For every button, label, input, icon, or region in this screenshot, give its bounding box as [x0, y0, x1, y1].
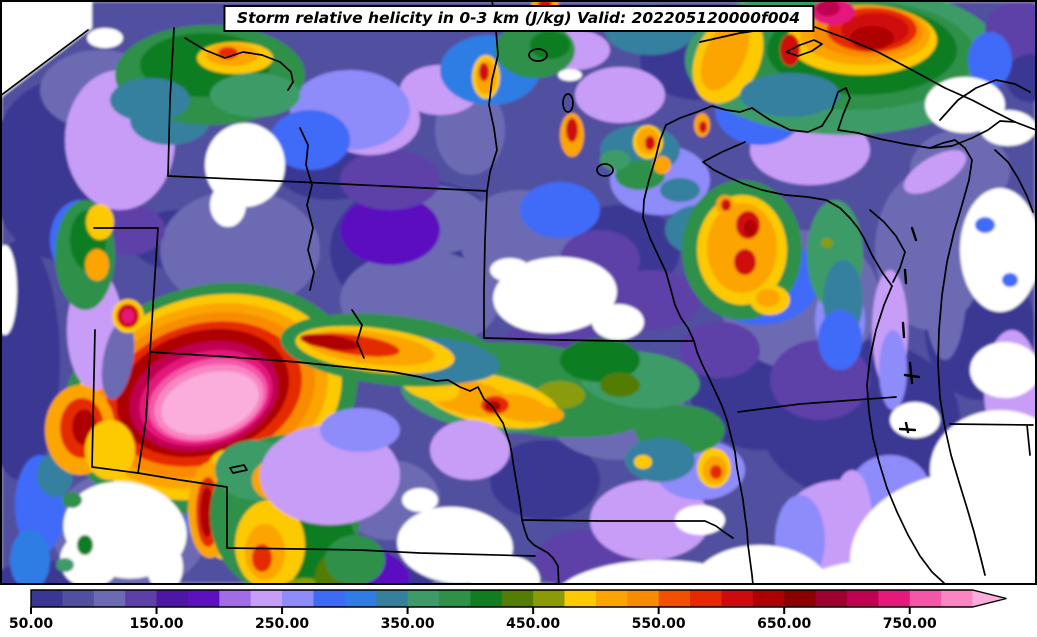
map-title: Storm relative helicity in 0-3 km (J/kg)… — [222, 5, 815, 32]
colorbar-segment — [250, 590, 283, 607]
colorbar-segment — [438, 590, 471, 607]
border-co-ks-south — [91, 329, 536, 557]
colorbar: 50.00 150.00 250.00 350.00 450.00 550.00 650.0… — [0, 585, 1037, 633]
colorbar-segment — [344, 590, 377, 607]
border-lake-michigan-east — [929, 139, 986, 576]
river-missouri-mt — [184, 37, 294, 91]
colorbar-segment — [564, 590, 597, 607]
river-nebraska — [351, 309, 365, 359]
border-canada — [2, 29, 89, 96]
lake-outline-2 — [562, 93, 574, 113]
colorbar-segment — [627, 590, 660, 607]
colorbar-segment — [533, 590, 566, 607]
colorbar-tick-label: 750.00 — [883, 616, 937, 632]
border-green-bay-west — [863, 237, 893, 287]
border-mn-ia — [483, 337, 695, 342]
border-huron-shore — [994, 149, 1034, 213]
colorbar-segment — [31, 590, 63, 607]
colorbar-segment — [219, 590, 252, 607]
colorbar-segment — [187, 590, 220, 607]
border-huron-north — [939, 79, 1031, 121]
colorbar-segment — [93, 590, 126, 607]
border-mississippi-river — [642, 124, 754, 583]
colorbar-segment — [690, 590, 723, 607]
colorbar-segment — [501, 590, 534, 607]
river-missouri-sd — [299, 127, 315, 291]
colorbar-segment — [909, 590, 942, 607]
border-mi-in — [949, 423, 1034, 456]
lake-outline-4 — [229, 464, 248, 474]
colorbar-segment — [941, 590, 974, 607]
colorbar-segment — [407, 590, 440, 607]
colorbar-segment — [658, 590, 691, 607]
border-mn-west — [483, 2, 499, 339]
colorbar-segment — [125, 590, 158, 607]
colorbar-segment — [752, 590, 785, 607]
colorbar-segment — [156, 590, 189, 607]
border-co-east — [137, 351, 151, 474]
state-borders — [2, 2, 1035, 583]
border-nd-sd — [167, 175, 488, 192]
colorbar-segment — [376, 590, 409, 607]
border-wi-il — [737, 396, 897, 413]
colorbar-tick-label: 650.00 — [757, 616, 811, 632]
colorbar-segment — [784, 590, 817, 607]
map-canvas — [0, 0, 1037, 586]
border-door-peninsula — [869, 209, 906, 283]
colorbar-tick-label: 450.00 — [506, 616, 560, 632]
colorbar-segment — [313, 590, 346, 607]
colorbar-tick-label: 150.00 — [130, 616, 184, 632]
colorbar-segment — [815, 590, 848, 607]
border-co-ne — [149, 351, 394, 373]
helicity-field — [2, 2, 1035, 583]
colorbar-segment — [878, 590, 911, 607]
colorbar-tick-label: 350.00 — [381, 616, 435, 632]
border-missouri-river — [392, 371, 560, 583]
colorbar-tick-label: 250.00 — [255, 616, 309, 632]
lake-outline-3 — [596, 163, 614, 177]
colorbar-canvas: 50.00 150.00 250.00 350.00 450.00 550.00 650.0… — [9, 589, 1007, 632]
border-ia-mo — [521, 519, 734, 539]
colorbar-segment — [470, 590, 503, 607]
border-isle-royale — [785, 39, 823, 57]
colorbar-arrow — [972, 590, 1007, 607]
lake-michigan-dashes — [898, 226, 921, 434]
border-mt-nd — [167, 27, 175, 177]
border-wi-mi — [702, 141, 865, 239]
border-mn-wi — [665, 105, 753, 126]
colorbar-tick-label: 550.00 — [632, 616, 686, 632]
colorbar-segment — [846, 590, 879, 607]
colorbar-segment — [282, 590, 315, 607]
border-superior-south-shore — [751, 87, 1016, 149]
colorbar-outline — [30, 589, 1007, 608]
lake-outline-1 — [528, 48, 548, 62]
border-wy-east — [149, 227, 159, 353]
map-area: Storm relative helicity in 0-3 km (J/kg)… — [0, 0, 1037, 586]
colorbar-segment — [595, 590, 628, 607]
colorbar-tick-label: 50.00 — [9, 616, 54, 632]
colorbar-segment — [62, 590, 95, 607]
colorbar-segment — [721, 590, 754, 607]
border-lake-michigan-west — [866, 285, 945, 583]
